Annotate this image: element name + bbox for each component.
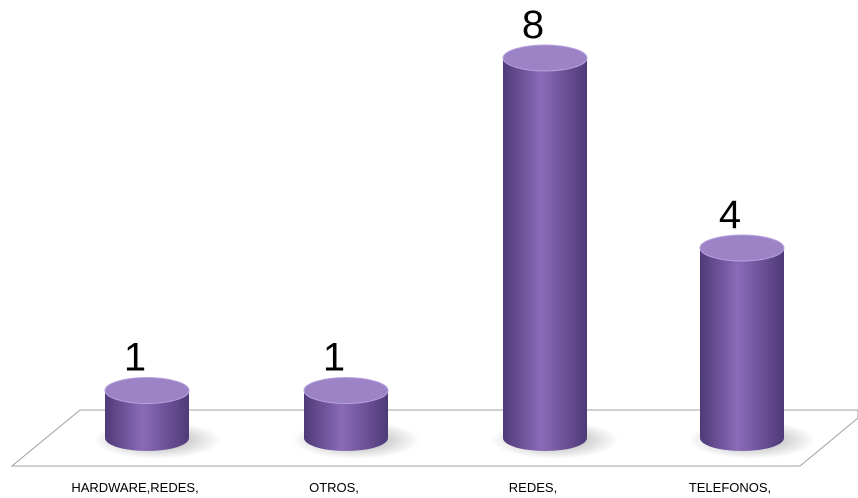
data-label-hardware-redes: 1 <box>124 336 146 380</box>
bar-top <box>502 44 588 72</box>
bar-otros <box>292 377 420 459</box>
bar-top <box>104 377 190 404</box>
bars-group <box>93 44 816 459</box>
bar-body <box>503 58 587 451</box>
data-labels-group: 1 1 8 4 <box>124 3 741 380</box>
bar-hardware-redes <box>93 377 221 459</box>
bar-body <box>700 248 784 451</box>
bar-body <box>105 390 189 451</box>
category-label-telefonos: TELEFONOS, <box>689 480 771 495</box>
category-labels-group: HARDWARE,REDES, OTROS, REDES, TELEFONOS, <box>71 480 771 495</box>
bar-body <box>304 390 388 451</box>
bar-top <box>303 377 389 404</box>
bar-redes <box>491 44 619 459</box>
data-label-redes: 8 <box>522 3 544 47</box>
bar-top <box>699 234 785 262</box>
bar-telefonos <box>688 234 816 459</box>
data-label-telefonos: 4 <box>719 193 741 237</box>
category-label-hardware-redes: HARDWARE,REDES, <box>71 480 198 495</box>
category-label-otros: OTROS, <box>309 480 359 495</box>
data-label-otros: 1 <box>323 336 345 380</box>
category-label-redes: REDES, <box>509 480 557 495</box>
